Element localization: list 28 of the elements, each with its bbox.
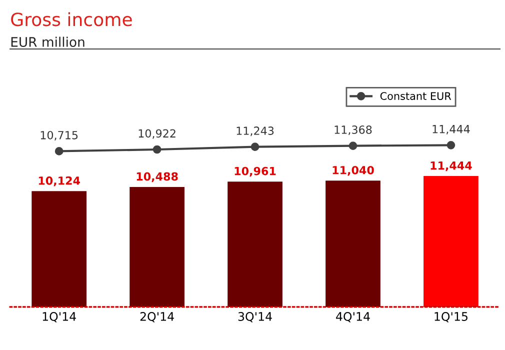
point [152,145,162,154]
bar [326,180,380,307]
bar [424,176,478,307]
data-label: 10,488 [136,172,178,182]
bar [228,182,282,307]
x-tick-label: 3Q'14 [238,312,272,322]
chart-title: Gross income [11,12,132,26]
data-label: 11,444 [432,125,470,134]
data-label: 10,961 [234,166,276,177]
data-label: 10,124 [38,176,80,186]
legend-label: Constant EUR [380,92,452,100]
x-tick-label: 1Q'14 [42,312,76,322]
data-label: 11,444 [430,161,472,172]
bar [32,191,87,307]
data-label: 10,715 [40,130,78,140]
point [348,142,358,150]
x-tick-label: 2Q'14 [140,312,174,322]
data-label: 10,922 [138,129,176,139]
data-label: 11,040 [332,166,374,176]
x-tick-label: 1Q'15 [434,312,468,322]
bar [130,186,184,307]
x-tick-label: 4Q'14 [336,312,370,322]
point [54,147,64,156]
point [250,142,260,151]
point [446,140,456,150]
chart-subtitle: EUR million [11,36,84,47]
data-label: 11,243 [236,126,274,136]
data-label: 11,368 [334,126,372,136]
